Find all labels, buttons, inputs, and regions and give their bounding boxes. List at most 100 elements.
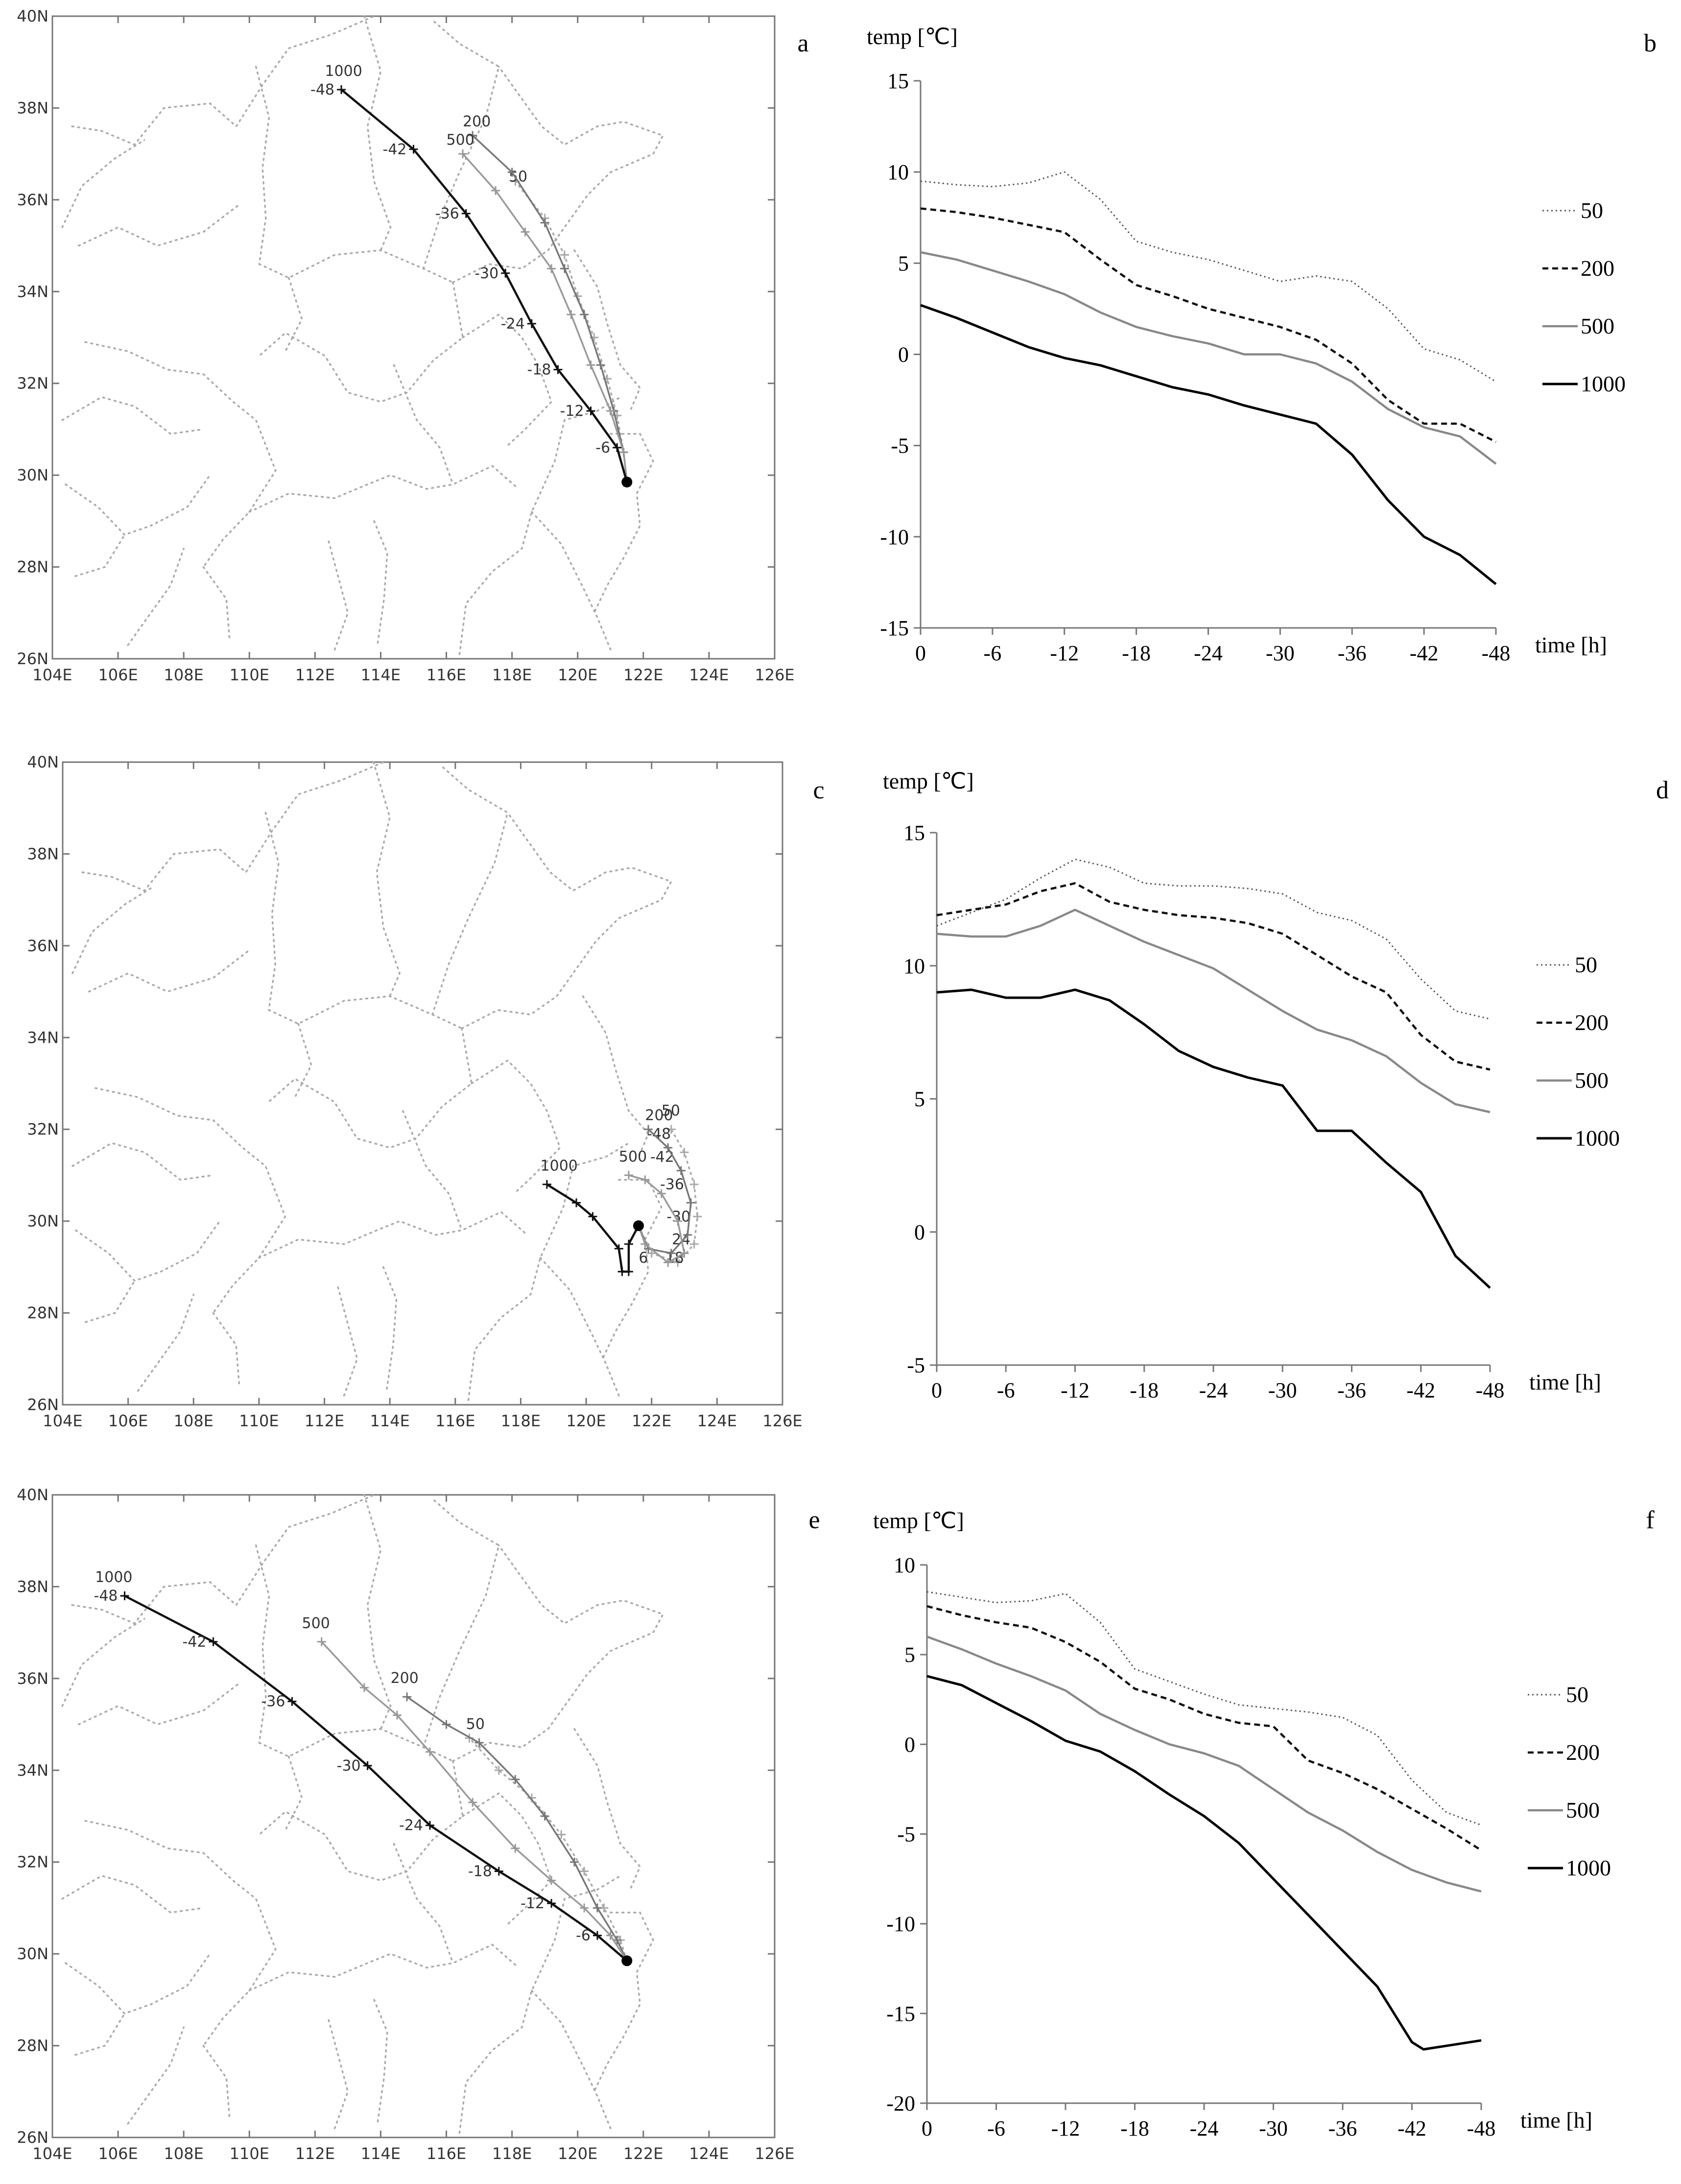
lat-tick-label: 40N bbox=[27, 753, 59, 771]
map-frame bbox=[62, 761, 783, 1406]
lat-tick-label: 34N bbox=[27, 1028, 59, 1047]
y-tick-label: -5 bbox=[907, 1353, 925, 1377]
province-border bbox=[393, 364, 454, 485]
series-line-200 bbox=[926, 1605, 1482, 1851]
height-label-500: 500 bbox=[447, 131, 474, 148]
province-border bbox=[81, 761, 384, 892]
trajectory-500: 500 bbox=[619, 1148, 689, 1267]
series-line-200 bbox=[936, 882, 1491, 1071]
y-tick-label: 0 bbox=[904, 1732, 915, 1756]
trajectory-marker bbox=[666, 1248, 676, 1258]
map-borders bbox=[71, 761, 673, 1401]
province-border bbox=[88, 949, 250, 993]
province-border bbox=[327, 538, 349, 651]
lat-tick-label: 32N bbox=[17, 374, 48, 393]
x-tick-label: -30 bbox=[1259, 2116, 1288, 2140]
x-tick-label: -42 bbox=[1410, 641, 1439, 665]
trajectory-marker bbox=[491, 186, 500, 195]
trajectory-marker bbox=[640, 1175, 650, 1184]
lon-tick-label: 114E bbox=[370, 1412, 410, 1430]
province-border bbox=[402, 1110, 463, 1231]
trajectory-marker bbox=[521, 227, 530, 237]
legend-label-500: 500 bbox=[1575, 1068, 1609, 1093]
legend-label-1000: 1000 bbox=[1581, 371, 1626, 396]
trajectory-marker bbox=[619, 448, 628, 457]
lon-tick-label: 126E bbox=[762, 1412, 802, 1430]
lon-tick-label: 112E bbox=[295, 2144, 335, 2163]
time-label: -42 bbox=[383, 141, 407, 158]
lon-tick-label: 114E bbox=[361, 2144, 401, 2163]
y-tick-label: 15 bbox=[887, 69, 909, 93]
height-label-50: 50 bbox=[662, 1103, 680, 1120]
trajectory-marker bbox=[693, 1212, 702, 1221]
trajectory-marker bbox=[567, 310, 576, 319]
x-tick-label: -6 bbox=[997, 1378, 1015, 1402]
map-frame bbox=[51, 1494, 776, 2138]
province-border bbox=[363, 15, 392, 251]
trajectory-marker bbox=[409, 144, 418, 154]
province-border bbox=[258, 1760, 464, 1882]
y-tick-label: -10 bbox=[886, 1912, 915, 1936]
trajectory-line-50 bbox=[638, 1128, 699, 1264]
province-border bbox=[462, 1792, 553, 1927]
series-line-500 bbox=[926, 1635, 1482, 1893]
province-border bbox=[137, 1294, 195, 1392]
height-label-1000: 1000 bbox=[325, 63, 362, 80]
lat-tick-label: 38N bbox=[17, 98, 48, 117]
y-tick-label: -20 bbox=[886, 2091, 915, 2115]
trajectory-marker bbox=[494, 1867, 503, 1876]
province-border bbox=[255, 66, 270, 265]
trajectory-marker bbox=[542, 1180, 551, 1189]
time-label: -12 bbox=[560, 403, 584, 420]
time-label: 6 bbox=[639, 1249, 648, 1267]
trajectory-marker bbox=[363, 1761, 372, 1770]
lon-tick-label: 118E bbox=[492, 666, 532, 684]
province-border bbox=[258, 281, 464, 403]
map-borders bbox=[61, 15, 664, 655]
trajectory-marker bbox=[209, 1637, 218, 1646]
x-tick-label: -42 bbox=[1406, 1378, 1435, 1402]
trajectory-marker bbox=[624, 1171, 633, 1180]
time-label: -30 bbox=[474, 265, 498, 282]
trajectory-marker bbox=[617, 1267, 627, 1276]
series-line-200 bbox=[920, 207, 1497, 443]
province-border bbox=[461, 812, 673, 1030]
legend-label-50: 50 bbox=[1566, 1682, 1588, 1707]
time-label: -48 bbox=[94, 1587, 118, 1605]
legend-label-200: 200 bbox=[1566, 1740, 1600, 1765]
map-panel-c: 104E 106E 108E 110E 112E 114E 116E 118E 120E 122E… bbox=[27, 753, 824, 1430]
lon-tick-label: 106E bbox=[98, 666, 138, 684]
map-panel-a: 104E 106E 108E 110E 112E 114E 116E 118E 120E 122E… bbox=[17, 7, 808, 684]
panel-label: a bbox=[797, 29, 808, 57]
legend: 50 200 500 1000 bbox=[1542, 198, 1626, 396]
lon-tick-label: 118E bbox=[492, 2144, 532, 2163]
trajectory-marker bbox=[442, 1720, 451, 1729]
province-border bbox=[264, 812, 280, 1011]
trajectory-marker bbox=[458, 149, 468, 159]
trajectory-marker bbox=[426, 1747, 435, 1756]
x-tick-label: -36 bbox=[1338, 641, 1367, 665]
trajectory-marker bbox=[511, 1775, 520, 1784]
x-tick-label: -48 bbox=[1482, 641, 1511, 665]
x-tick-label: -48 bbox=[1476, 1378, 1505, 1402]
province-border bbox=[268, 1027, 473, 1149]
province-border bbox=[327, 2017, 349, 2130]
province-border bbox=[531, 511, 612, 651]
height-label-500: 500 bbox=[302, 1615, 330, 1632]
lon-tick-label: 126E bbox=[755, 2144, 794, 2163]
province-border bbox=[582, 995, 650, 1158]
province-border bbox=[422, 1498, 500, 1749]
x-axis-label: time [h] bbox=[1535, 632, 1607, 657]
y-tick-label: 10 bbox=[903, 954, 925, 978]
province-border bbox=[95, 1087, 286, 1314]
height-label-200: 200 bbox=[391, 1670, 419, 1687]
trajectory-marker bbox=[606, 1931, 615, 1940]
province-border bbox=[539, 1257, 620, 1397]
time-label: -48 bbox=[310, 81, 334, 98]
province-border bbox=[71, 885, 155, 974]
series-line-50 bbox=[920, 171, 1496, 383]
x-tick-label: -42 bbox=[1397, 2116, 1426, 2140]
lat-tick-label: 34N bbox=[17, 1761, 48, 1779]
legend: 50 200 500 1000 bbox=[1528, 1682, 1611, 1880]
lon-tick-label: 122E bbox=[623, 2144, 663, 2163]
